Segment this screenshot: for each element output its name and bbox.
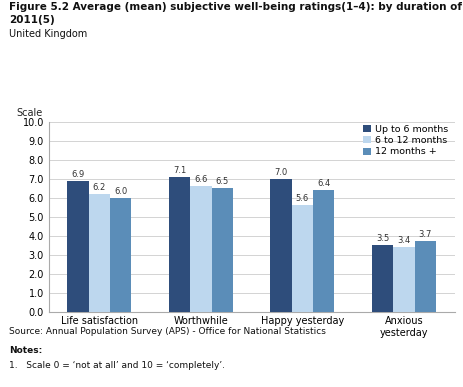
Text: 7.1: 7.1 <box>173 166 186 175</box>
Text: 6.9: 6.9 <box>71 170 85 179</box>
Bar <box>270 179 291 312</box>
Text: 3.5: 3.5 <box>375 234 388 243</box>
Bar <box>313 190 334 312</box>
Bar <box>110 198 131 312</box>
Text: Scale: Scale <box>16 108 43 118</box>
Bar <box>190 187 211 312</box>
Text: 5.6: 5.6 <box>295 194 308 204</box>
Bar <box>211 188 232 312</box>
Text: 3.4: 3.4 <box>396 236 410 245</box>
Text: 3.7: 3.7 <box>418 231 431 240</box>
Bar <box>67 181 88 312</box>
Bar <box>371 245 393 312</box>
Bar <box>169 177 190 312</box>
Text: Notes:: Notes: <box>9 346 43 355</box>
Text: 7.0: 7.0 <box>274 168 287 177</box>
Text: 6.0: 6.0 <box>114 187 127 196</box>
Text: Source: Annual Population Survey (APS) - Office for National Statistics: Source: Annual Population Survey (APS) -… <box>9 327 325 336</box>
Text: 6.2: 6.2 <box>93 183 106 192</box>
Bar <box>393 247 414 312</box>
Bar <box>291 205 313 312</box>
Text: 6.5: 6.5 <box>215 177 228 187</box>
Bar <box>88 194 110 312</box>
Text: 1.   Scale 0 = ‘not at all’ and 10 = ‘completely’.: 1. Scale 0 = ‘not at all’ and 10 = ‘comp… <box>9 361 225 370</box>
Text: 2011(5): 2011(5) <box>9 15 55 26</box>
Text: 6.4: 6.4 <box>317 179 330 188</box>
Text: 6.6: 6.6 <box>194 175 207 185</box>
Text: Figure 5.2 Average (mean) subjective well-being ratings(1–4): by duration of une: Figure 5.2 Average (mean) subjective wel… <box>9 2 463 12</box>
Legend: Up to 6 months, 6 to 12 months, 12 months +: Up to 6 months, 6 to 12 months, 12 month… <box>360 123 449 158</box>
Text: United Kingdom: United Kingdom <box>9 29 88 39</box>
Bar <box>414 241 435 312</box>
